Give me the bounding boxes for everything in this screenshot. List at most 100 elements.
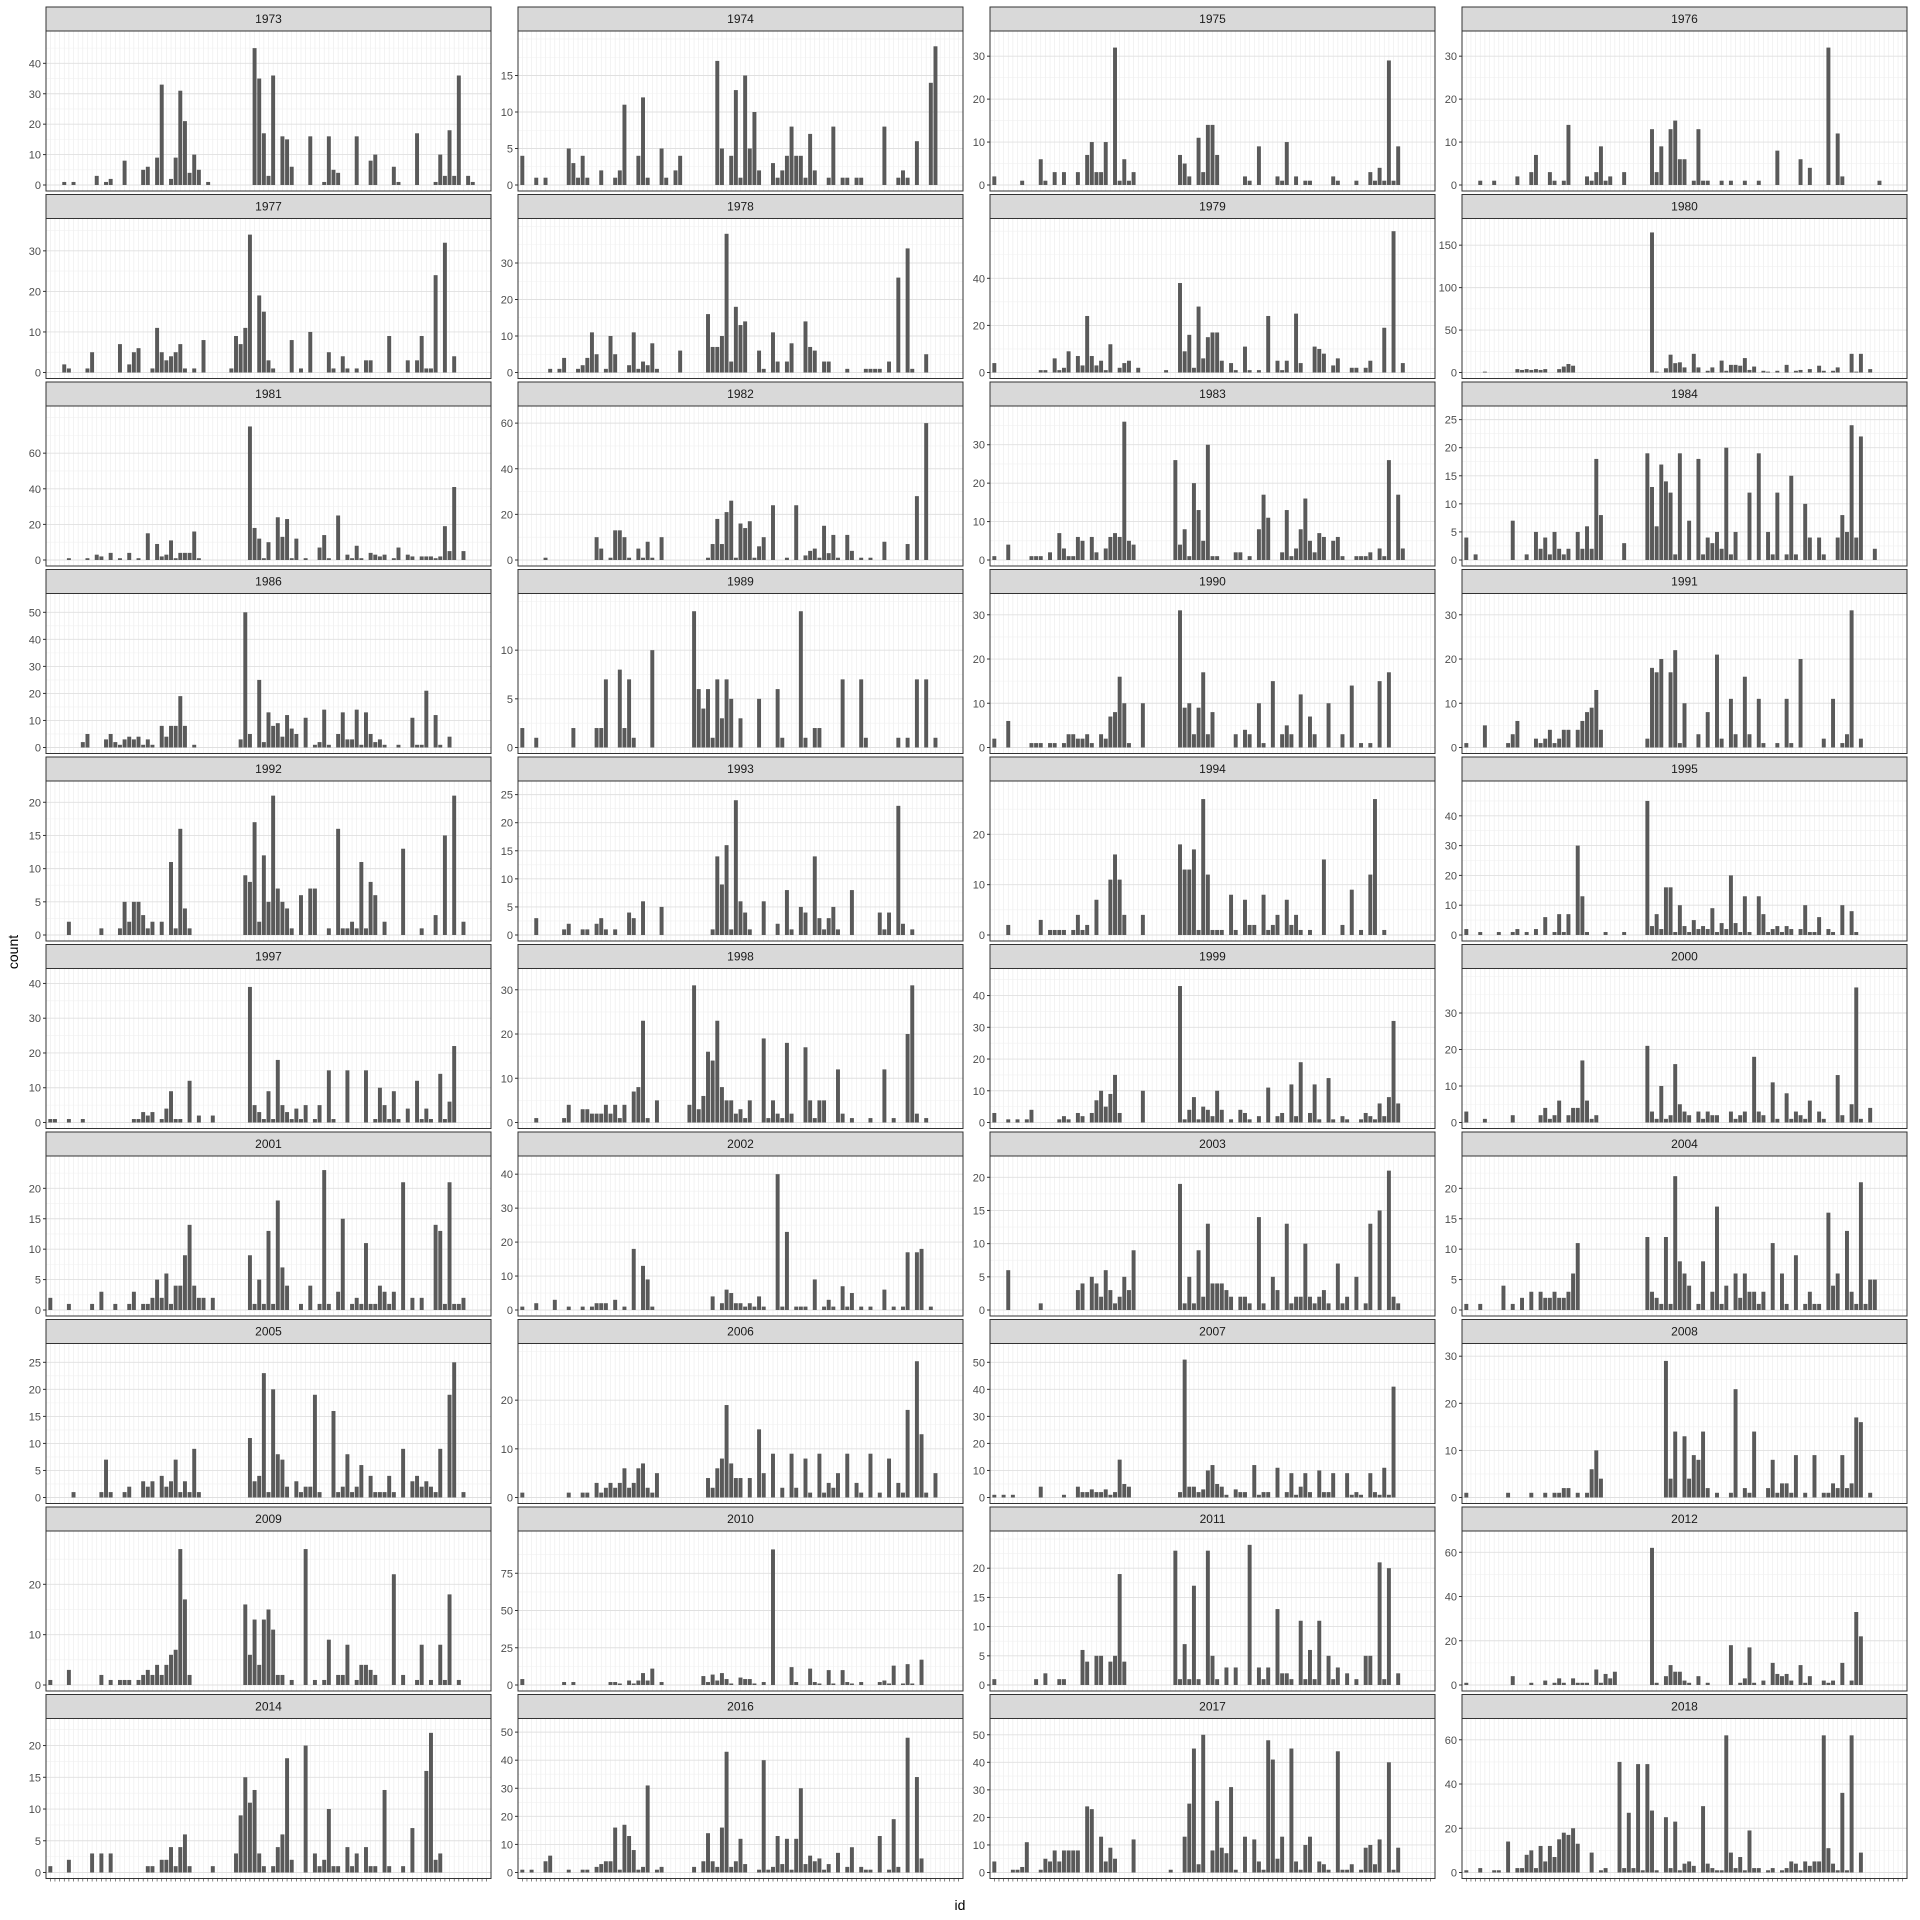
bar — [822, 362, 826, 373]
bar — [1108, 717, 1112, 748]
bar — [1257, 1116, 1261, 1122]
facet-panel-1991: 19910102030 — [1445, 570, 1907, 755]
bar — [1043, 181, 1047, 185]
bar — [1553, 932, 1557, 935]
bar — [720, 336, 724, 373]
bar — [720, 149, 724, 186]
bar — [1108, 1094, 1112, 1123]
bar — [1845, 1231, 1849, 1310]
bar — [424, 1481, 428, 1497]
bar — [1780, 932, 1784, 935]
bar — [1303, 181, 1307, 185]
bar — [567, 924, 571, 935]
bar — [1187, 703, 1191, 747]
bar — [109, 734, 113, 748]
y-tick-label: 5 — [35, 1275, 41, 1287]
bar — [174, 726, 178, 748]
bar — [1243, 900, 1247, 935]
bar — [1743, 677, 1747, 748]
bar — [827, 1300, 831, 1310]
bar — [799, 907, 803, 935]
bar — [262, 855, 266, 935]
bar — [1266, 518, 1270, 560]
bar — [1683, 703, 1687, 747]
bar — [1826, 929, 1830, 935]
bar — [1076, 1290, 1080, 1310]
y-tick-label: 15 — [1445, 1214, 1457, 1226]
bar — [1822, 739, 1826, 748]
bar — [1122, 915, 1126, 935]
bar — [1243, 1297, 1247, 1310]
bar — [1497, 932, 1501, 935]
y-tick-label: 30 — [1445, 1008, 1457, 1020]
bar — [1729, 875, 1733, 935]
bar — [1020, 181, 1024, 185]
bar — [1289, 1084, 1293, 1122]
bar — [804, 555, 808, 560]
bar — [169, 726, 173, 748]
y-tick-label: 10 — [1445, 1081, 1457, 1093]
bar — [992, 556, 996, 560]
bar — [1817, 538, 1821, 560]
bar — [1543, 369, 1547, 372]
bar — [1099, 1297, 1103, 1310]
bar — [906, 1034, 910, 1122]
bar — [1840, 515, 1844, 560]
bar — [1201, 172, 1205, 185]
bar — [424, 556, 428, 560]
bar — [1748, 493, 1752, 560]
bar — [150, 1481, 154, 1497]
facet-strip-label: 1997 — [255, 950, 282, 964]
bar — [257, 1280, 261, 1310]
bar — [452, 356, 456, 372]
bar — [1043, 370, 1047, 372]
bar — [364, 712, 368, 747]
bar — [1229, 1297, 1233, 1310]
bar — [1836, 1274, 1840, 1311]
bar — [178, 829, 182, 935]
bar — [1673, 1064, 1677, 1122]
bar — [155, 1280, 159, 1310]
bar — [1650, 1292, 1654, 1310]
bar — [350, 558, 354, 560]
bar — [364, 1243, 368, 1310]
bar — [280, 1105, 284, 1122]
bar — [1183, 870, 1187, 935]
bar — [229, 368, 233, 372]
bar — [392, 1292, 396, 1310]
bar — [920, 1249, 924, 1310]
bar — [1341, 556, 1345, 560]
bar — [271, 1304, 275, 1310]
bar — [752, 112, 756, 185]
bar — [595, 924, 599, 935]
bar — [1359, 1119, 1363, 1122]
bar — [1664, 1237, 1668, 1310]
bar — [1062, 172, 1066, 185]
bar — [1396, 1103, 1400, 1122]
bar — [1136, 368, 1140, 373]
bar — [183, 1255, 187, 1310]
bar — [118, 344, 122, 372]
bar — [1734, 923, 1738, 935]
bar — [1099, 734, 1103, 747]
bar — [1392, 1021, 1396, 1123]
bar — [1378, 548, 1382, 560]
bar — [1659, 1086, 1663, 1123]
bar — [1738, 1115, 1742, 1122]
bar — [1553, 532, 1557, 560]
bar — [1854, 372, 1858, 373]
bar — [1655, 672, 1659, 747]
bar — [1701, 554, 1705, 560]
y-axis-ticks: 0102030 — [1445, 610, 1462, 755]
y-axis-ticks: 0102030 — [29, 246, 46, 380]
bar — [544, 558, 548, 560]
facet-strip-label: 1983 — [1199, 387, 1226, 401]
bar — [285, 139, 289, 185]
bar — [1483, 372, 1487, 373]
bar — [1201, 672, 1205, 747]
bar — [1331, 176, 1335, 185]
bar — [729, 501, 733, 560]
bar — [1127, 361, 1131, 373]
bar — [1220, 930, 1224, 935]
